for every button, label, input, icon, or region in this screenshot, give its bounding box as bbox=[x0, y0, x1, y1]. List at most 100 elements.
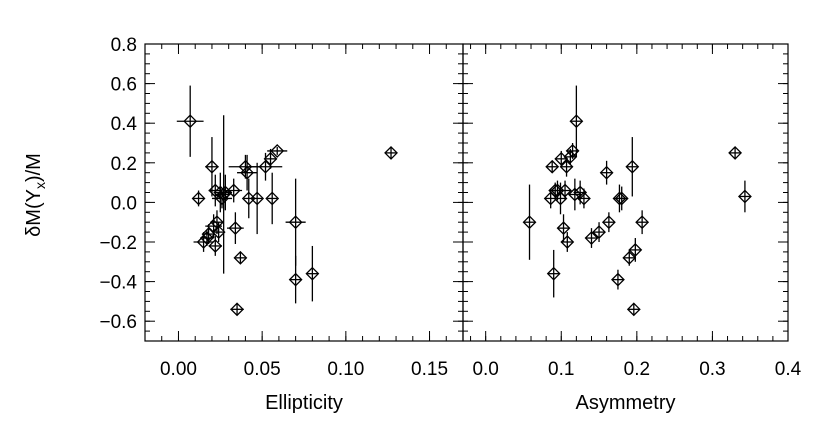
diamond-marker bbox=[200, 231, 214, 245]
data-point bbox=[267, 144, 288, 158]
diamond-marker bbox=[635, 215, 650, 230]
data-point bbox=[227, 212, 244, 244]
diamond-marker bbox=[560, 235, 575, 249]
data-point bbox=[560, 232, 575, 252]
y-tick-label: 0.0 bbox=[111, 193, 137, 214]
diamond-marker bbox=[728, 145, 743, 160]
diamond-marker bbox=[250, 191, 265, 206]
y-axis-label: δM(Yx)/M bbox=[23, 153, 48, 237]
data-point bbox=[205, 137, 219, 197]
data-point bbox=[728, 145, 743, 160]
x-tick-label: 0.3 bbox=[699, 359, 725, 380]
diamond-marker bbox=[208, 183, 223, 198]
data-point bbox=[611, 269, 625, 290]
x-tick-label: 0.4 bbox=[775, 359, 802, 380]
diamond-marker bbox=[240, 165, 255, 180]
y-tick-label: −0.6 bbox=[99, 312, 137, 333]
y-tick-label: 0.2 bbox=[111, 154, 137, 175]
data-point bbox=[601, 212, 616, 233]
diamond-marker bbox=[288, 272, 303, 287]
data-point bbox=[592, 222, 606, 242]
data-point bbox=[176, 85, 204, 157]
data-point bbox=[285, 178, 306, 266]
diamond-marker bbox=[556, 221, 571, 236]
plot-frame bbox=[462, 43, 789, 342]
data-point bbox=[584, 228, 599, 248]
y-tick-label: −0.4 bbox=[99, 273, 137, 294]
diamond-marker bbox=[205, 159, 219, 174]
diamond-marker bbox=[614, 191, 629, 206]
data-point bbox=[288, 255, 303, 304]
diamond-marker bbox=[577, 191, 591, 206]
diamond-marker bbox=[622, 250, 637, 265]
y-tick-label: −0.2 bbox=[99, 233, 137, 254]
diamond-marker bbox=[611, 272, 625, 287]
diamond-marker bbox=[270, 144, 285, 158]
diamond-marker bbox=[208, 239, 223, 253]
diamond-marker bbox=[384, 145, 398, 160]
diamond-marker bbox=[226, 183, 241, 198]
diamond-marker bbox=[584, 231, 599, 245]
data-point bbox=[577, 188, 591, 209]
x-tick-label: 0.10 bbox=[327, 359, 364, 380]
diamond-marker bbox=[601, 215, 616, 230]
plot-frame bbox=[144, 43, 464, 342]
data-point bbox=[545, 159, 560, 174]
data-point bbox=[216, 115, 231, 274]
data-point bbox=[237, 154, 258, 191]
data-point bbox=[230, 302, 244, 317]
data-point bbox=[556, 214, 571, 242]
panel-asymmetry: 0.0 0.1 0.2 0.3 0.4 Asymmetry bbox=[462, 43, 802, 414]
y-tick-label: 0.6 bbox=[111, 75, 137, 96]
data-point bbox=[522, 184, 537, 260]
x-tick-label: 0.15 bbox=[411, 359, 448, 380]
data-point bbox=[569, 85, 584, 157]
data-point bbox=[305, 245, 320, 302]
x-tick-label: 0.05 bbox=[244, 359, 281, 380]
diamond-marker bbox=[263, 151, 278, 166]
data-point bbox=[635, 210, 650, 235]
diamond-marker bbox=[569, 114, 584, 129]
data-point bbox=[208, 236, 223, 256]
data-point bbox=[265, 172, 280, 225]
diamond-marker bbox=[592, 225, 606, 240]
diamond-marker bbox=[599, 165, 614, 180]
diamond-marker bbox=[737, 189, 752, 204]
diamond-marker bbox=[191, 191, 206, 206]
diamond-marker bbox=[228, 221, 243, 236]
diamond-marker bbox=[522, 215, 537, 230]
diamond-marker bbox=[233, 250, 248, 265]
diamond-marker bbox=[305, 266, 320, 281]
x-tick-label: 0.2 bbox=[624, 359, 650, 380]
diamond-marker bbox=[548, 183, 563, 198]
data-point bbox=[599, 160, 614, 185]
diamond-marker bbox=[183, 114, 198, 129]
panel-ellipticity: 0.00 0.05 0.10 0.15 Ellipticity −0.6 −0.4 −0.2 0… bbox=[99, 35, 464, 414]
diamond-marker bbox=[626, 302, 641, 317]
diamond-marker bbox=[258, 159, 273, 174]
y-tick-label: 0.4 bbox=[111, 114, 138, 135]
data-point bbox=[567, 178, 582, 211]
diamond-marker bbox=[288, 215, 303, 230]
diamond-marker bbox=[625, 159, 640, 174]
diamond-marker bbox=[215, 191, 229, 206]
data-point bbox=[622, 249, 637, 266]
diamond-marker bbox=[196, 235, 211, 249]
diamond-marker bbox=[612, 191, 627, 206]
diamond-marker bbox=[211, 225, 226, 240]
x-axis-label: Ellipticity bbox=[265, 392, 343, 414]
data-point bbox=[625, 137, 640, 197]
diamond-marker bbox=[628, 243, 643, 257]
data-point bbox=[191, 190, 206, 207]
data-point bbox=[225, 178, 243, 203]
data-point bbox=[546, 249, 561, 298]
x-tick-label: 0.1 bbox=[548, 359, 574, 380]
data-point bbox=[558, 180, 572, 201]
x-tick-label: 0.0 bbox=[472, 359, 498, 380]
diamond-marker bbox=[545, 159, 560, 174]
data-point bbox=[628, 238, 643, 262]
diamond-marker bbox=[558, 183, 572, 198]
data-point bbox=[614, 186, 629, 211]
data-point bbox=[263, 148, 278, 169]
